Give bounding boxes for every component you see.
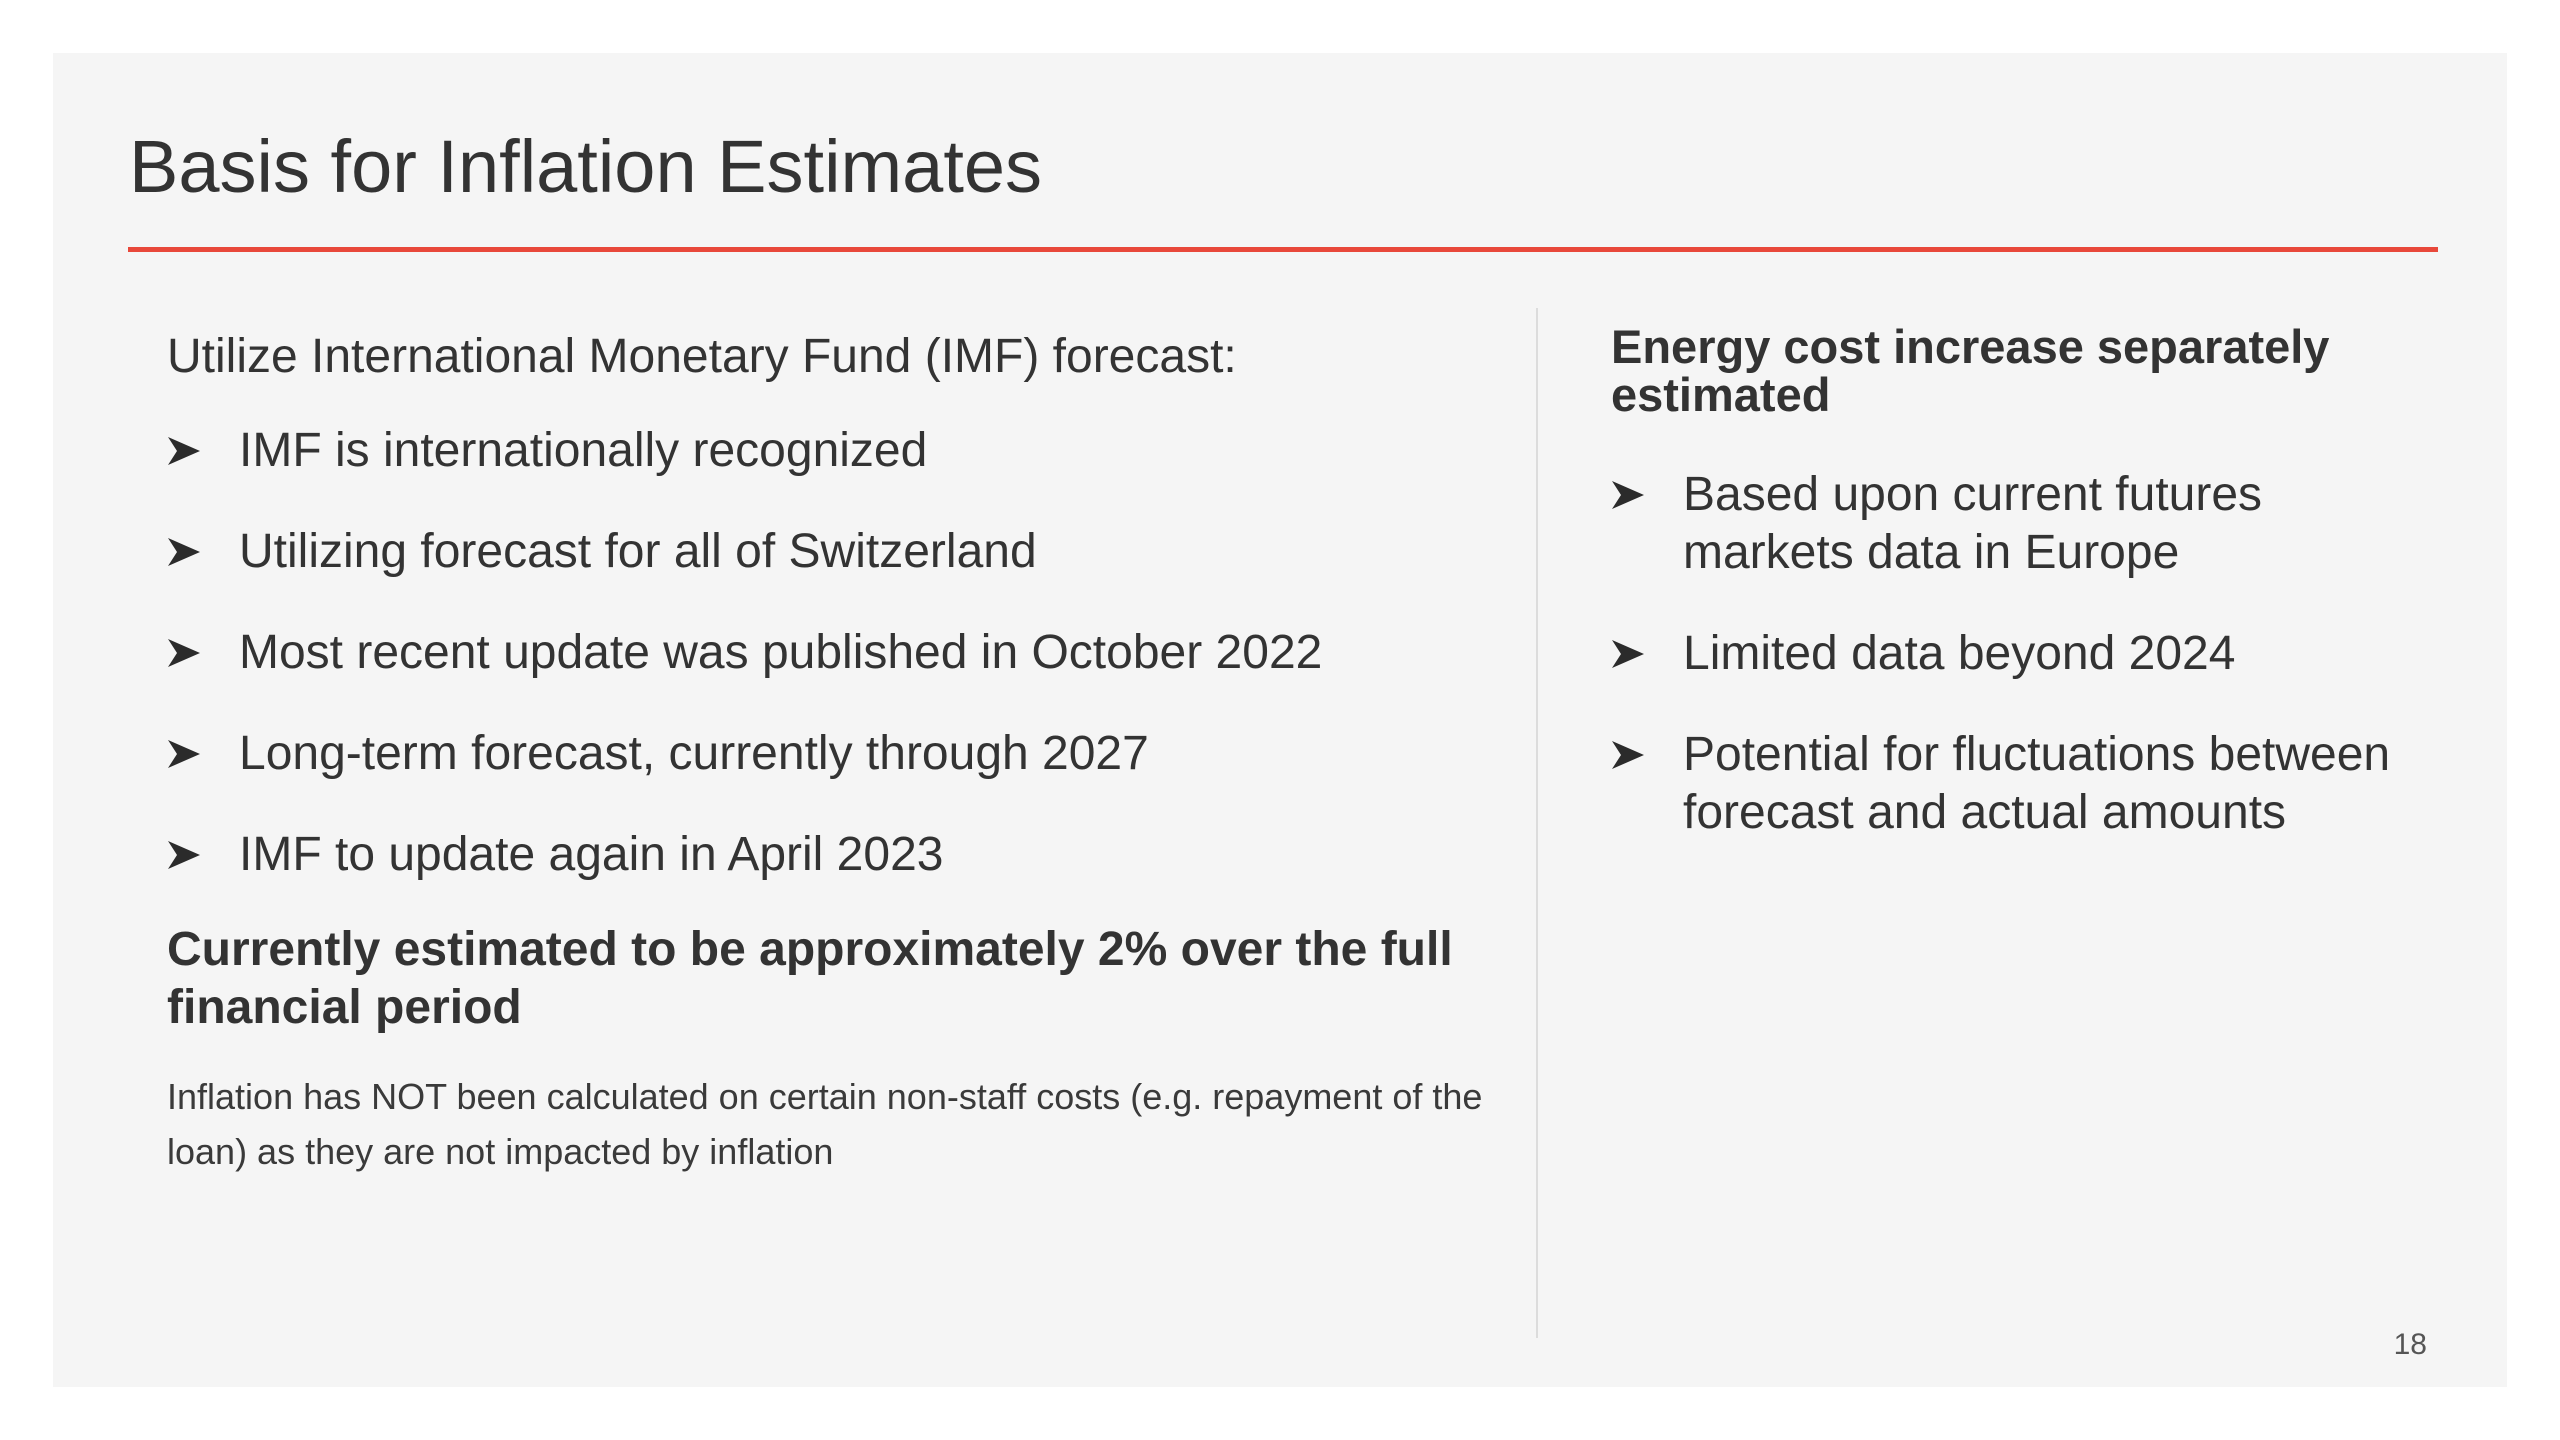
left-column: Utilize International Monetary Fund (IMF… [167,328,1517,1179]
slide-title: Basis for Inflation Estimates [129,125,1043,208]
arrowhead-bullet-icon [167,624,239,682]
bullet-text: Based upon current futures markets data … [1683,468,2263,579]
list-item: IMF is internationally recognized [167,422,1517,480]
bullet-text: Utilizing forecast for all of Switzerlan… [239,524,1037,578]
page-number: 18 [2393,1328,2427,1361]
bullet-text: Most recent update was published in Octo… [239,625,1323,679]
list-item: Utilizing forecast for all of Switzerlan… [167,523,1517,581]
bullet-text: Long-term forecast, currently through 20… [239,726,1149,780]
arrowhead-bullet-icon [167,422,239,480]
list-item: Limited data beyond 2024 [1611,625,2441,683]
bullet-text: IMF to update again in April 2023 [239,827,944,881]
title-underline [128,247,2438,252]
right-column: Energy cost increase separately estimate… [1611,323,2441,885]
arrowhead-bullet-icon [1611,625,1683,683]
arrowhead-bullet-icon [167,523,239,581]
left-bullet-list: IMF is internationally recognized Utiliz… [167,422,1517,884]
arrowhead-bullet-icon [1611,726,1683,784]
footnote-text: Inflation has NOT been calculated on cer… [167,1075,1483,1172]
slide: Basis for Inflation Estimates Utilize In… [53,53,2507,1387]
left-lead-text: Utilize International Monetary Fund (IMF… [167,330,1237,383]
list-item: Potential for fluctuations between forec… [1611,726,2441,842]
right-bullet-list: Based upon current futures markets data … [1611,466,2441,842]
right-heading: Energy cost increase separately estimate… [1611,320,2330,421]
bullet-text: IMF is internationally recognized [239,423,928,477]
arrowhead-bullet-icon [167,826,239,884]
list-item: IMF to update again in April 2023 [167,826,1517,884]
arrowhead-bullet-icon [1611,466,1683,524]
list-item: Based upon current futures markets data … [1611,466,2441,582]
emphasis-statement: Currently estimated to be approximately … [167,922,1453,1034]
bullet-text: Limited data beyond 2024 [1683,627,2236,680]
list-item: Long-term forecast, currently through 20… [167,725,1517,783]
column-divider [1536,308,1538,1338]
arrowhead-bullet-icon [167,725,239,783]
bullet-text: Potential for fluctuations between forec… [1683,728,2391,839]
list-item: Most recent update was published in Octo… [167,624,1517,682]
